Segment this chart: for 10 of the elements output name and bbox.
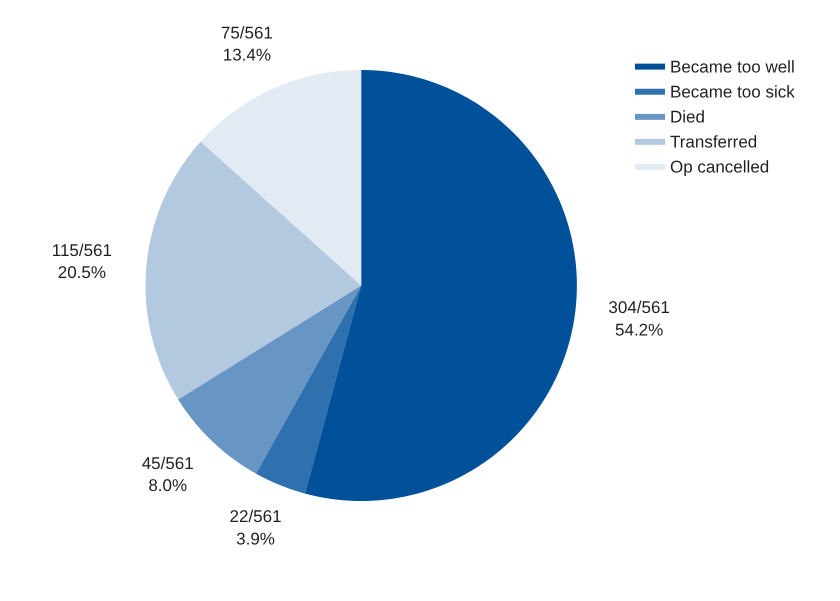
legend-label: Died <box>670 107 705 126</box>
legend-label: Became too sick <box>670 82 796 102</box>
data-label: 75/561 13.4% <box>220 24 273 65</box>
data-label: 45/561 8.0% <box>142 454 194 496</box>
data-label: 22/561 3.9% <box>230 507 282 548</box>
legend-label: Op cancelled <box>670 158 770 177</box>
legend-label: Transferred <box>670 132 758 152</box>
data-label: 304/561 54.2% <box>608 298 670 340</box>
data-label: 115/561 20.5% <box>52 240 112 282</box>
legend-label: Became too well <box>670 57 795 76</box>
